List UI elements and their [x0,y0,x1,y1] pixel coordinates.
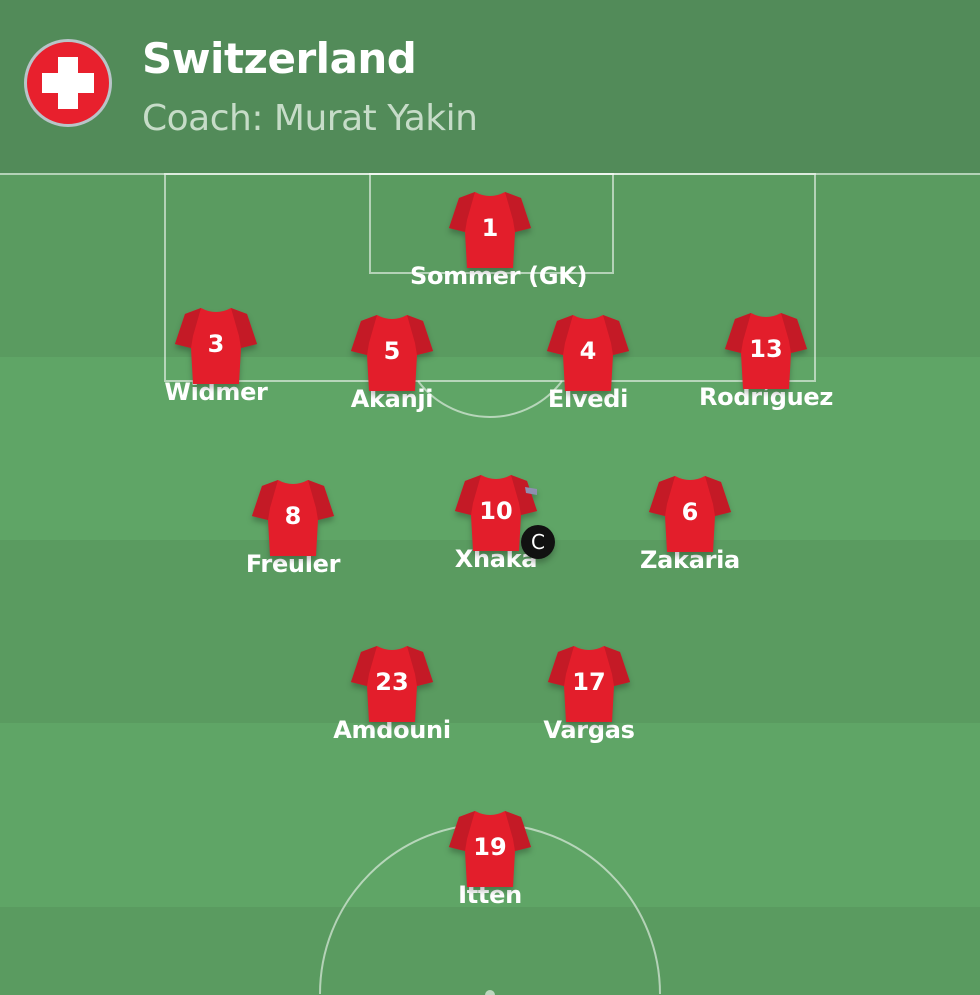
player-zakaria[interactable]: 6 Zakaria [610,474,770,574]
jersey-icon: 19 [447,809,533,889]
jersey-number: 6 [681,498,699,526]
jersey-number: 17 [572,668,606,696]
captain-badge: C [521,525,555,559]
jersey-icon: 1 [447,190,533,270]
jersey-number: 19 [473,833,507,861]
jersey-icon: 10 C [453,473,555,559]
jersey-icon: 8 [250,478,336,558]
jersey-icon: 17 [546,644,632,724]
coach-name: Coach: Murat Yakin [142,98,478,139]
team-name: Switzerland [142,34,417,83]
pitch-stripe [0,540,980,723]
player-elvedi[interactable]: 4 Elvedi [508,313,668,413]
jersey-number: 5 [383,337,401,365]
player-sommer-gk[interactable]: 1 Sommer (GK) [410,190,588,290]
pitch-stripe [0,907,980,995]
jersey-icon: 23 [349,644,435,724]
jersey-number: 8 [284,502,302,530]
jersey-number: 1 [481,214,499,242]
player-itten[interactable]: 19 Itten [410,809,570,909]
player-freuler[interactable]: 8 Freuler [213,478,373,578]
jersey-number: 13 [749,335,783,363]
jersey-number: 10 [479,497,513,525]
jersey-number: 3 [207,330,225,358]
player-widmer[interactable]: 3 Widmer [136,306,296,406]
player-xhaka[interactable]: 10 C Xhaka [416,473,576,573]
jersey-icon: 6 [647,474,733,554]
team-header: Switzerland Coach: Murat Yakin [0,0,980,173]
jersey-icon: 4 [545,313,631,393]
player-akanji[interactable]: 5 Akanji [312,313,472,413]
player-amdouni[interactable]: 23 Amdouni [312,644,472,744]
jersey-icon: 3 [173,306,259,386]
jersey-icon: 5 [349,313,435,393]
swiss-flag-icon [24,39,112,127]
jersey-icon: 13 [723,311,809,391]
jersey-number: 4 [579,337,597,365]
jersey-number: 23 [375,668,409,696]
player-rodr-guez[interactable]: 13 Rodríguez [686,311,846,411]
player-vargas[interactable]: 17 Vargas [509,644,669,744]
